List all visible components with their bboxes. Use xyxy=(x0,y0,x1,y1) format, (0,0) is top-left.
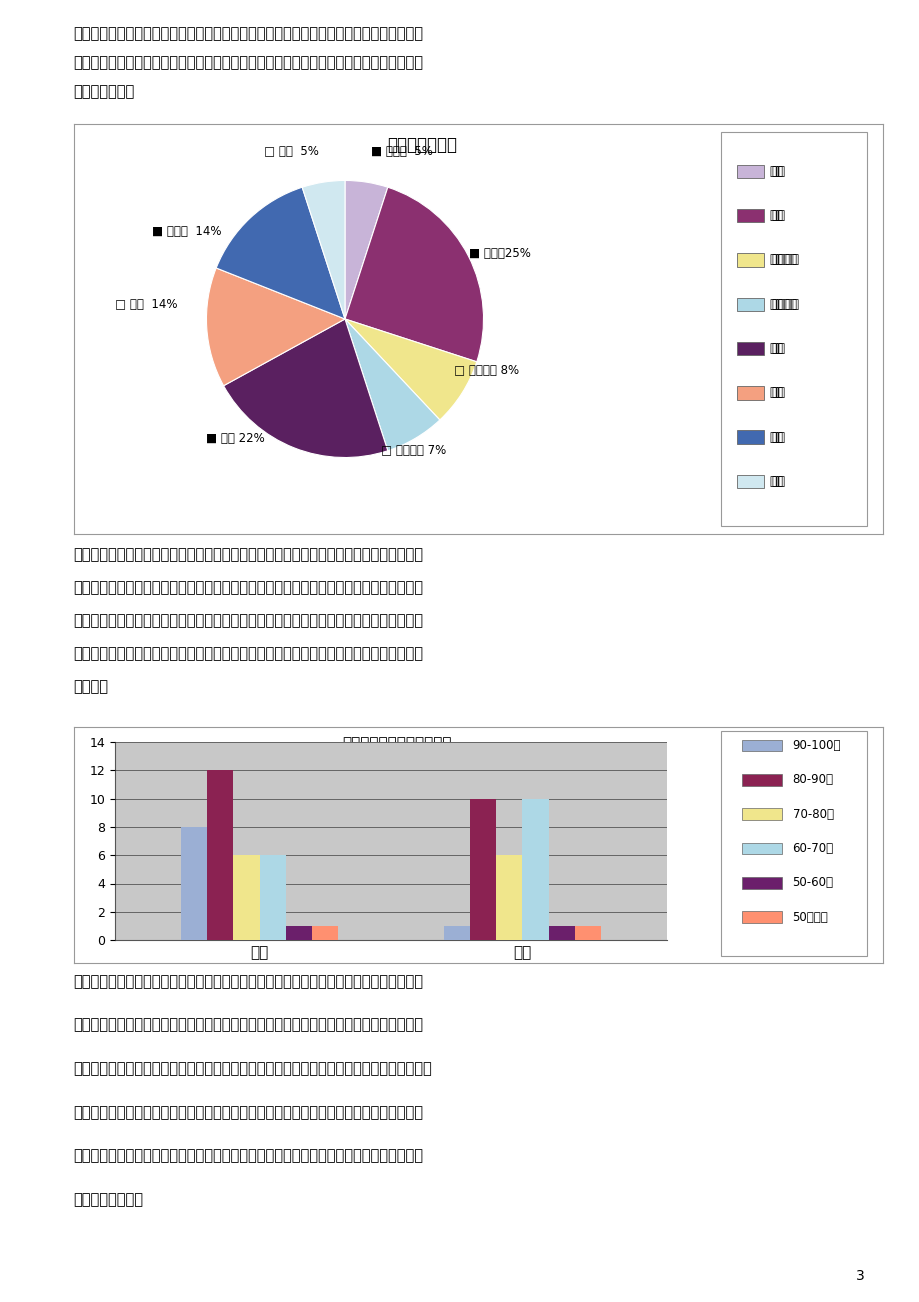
Text: 学校: 学校 xyxy=(769,210,783,223)
Bar xyxy=(233,855,259,940)
Text: 就业: 就业 xyxy=(771,342,785,355)
Bar xyxy=(737,298,763,311)
Bar xyxy=(737,431,763,444)
Text: 50分以下: 50分以下 xyxy=(791,911,827,924)
Text: 生的生存危机感很强，都为自己的发展前景有所担忧。很少同学为个人形象，健康，家庭，: 生的生存危机感很强，都为自己的发展前景有所担忧。很少同学为个人形象，健康，家庭， xyxy=(74,579,423,595)
Text: 经济: 经济 xyxy=(771,431,785,444)
Bar xyxy=(286,926,312,940)
Text: 健康: 健康 xyxy=(771,475,785,488)
Text: 生活丰富即可。: 生活丰富即可。 xyxy=(74,85,135,99)
Text: 力就好。: 力就好。 xyxy=(74,678,108,694)
Text: 个人形象: 个人形象 xyxy=(771,254,799,267)
Text: 家庭: 家庭 xyxy=(771,165,785,178)
Text: 分析：从表中我们可以发现：大学生不幸福的来源主要集中在学校与就业上。可见当今大学: 分析：从表中我们可以发现：大学生不幸福的来源主要集中在学校与就业上。可见当今大学 xyxy=(74,547,423,562)
Bar xyxy=(312,926,338,940)
Bar xyxy=(207,771,233,940)
Wedge shape xyxy=(206,268,345,385)
Text: 90-100分: 90-100分 xyxy=(791,740,840,753)
FancyBboxPatch shape xyxy=(720,132,866,526)
Bar xyxy=(737,387,763,400)
Wedge shape xyxy=(345,187,483,362)
Text: 60-70分: 60-70分 xyxy=(791,842,833,855)
Bar xyxy=(259,855,286,940)
Text: 为了更大的就业机会，难免会觉得不幸福。看来丰富的文化生活可以改善大学生的幸福状况，: 为了更大的就业机会，难免会觉得不幸福。看来丰富的文化生活可以改善大学生的幸福状况… xyxy=(74,1061,432,1077)
Wedge shape xyxy=(301,181,345,319)
Bar xyxy=(737,387,763,400)
Bar xyxy=(574,926,601,940)
Bar xyxy=(741,773,781,785)
Text: □ 个人形象 8%: □ 个人形象 8% xyxy=(454,363,519,376)
Text: □ 健康  5%: □ 健康 5% xyxy=(264,145,318,158)
Text: 就业: 就业 xyxy=(769,342,783,355)
Text: 同学关系: 同学关系 xyxy=(769,298,797,311)
Text: 家庭: 家庭 xyxy=(769,165,783,178)
Bar xyxy=(737,431,763,444)
Bar xyxy=(741,842,781,854)
Text: 由此看来，大学生恋爱与否与其主观幸福感并无最直接的关系。依各人情况而定。只要精神: 由此看来，大学生恋爱与否与其主观幸福感并无最直接的关系。依各人情况而定。只要精神 xyxy=(74,55,423,70)
Text: 朗，人际关系和谐。未雨绸缪是好事，但大学生也不要给自己背负太大的就业压力，只要尽: 朗，人际关系和谐。未雨绸缪是好事，但大学生也不要给自己背负太大的就业压力，只要尽 xyxy=(74,646,423,661)
Text: 同学关系: 同学关系 xyxy=(771,298,799,311)
Bar xyxy=(443,926,470,940)
Text: 3: 3 xyxy=(855,1269,864,1282)
Text: 分析：从表中我们可以发现，多数单身的同学幸福感最高。一部分恋爱中的同学也较幸福。: 分析：从表中我们可以发现，多数单身的同学幸福感最高。一部分恋爱中的同学也较幸福。 xyxy=(74,26,423,42)
Bar xyxy=(741,911,781,923)
Text: ■ 学校，25%: ■ 学校，25% xyxy=(469,247,530,260)
Text: □ 情感  14%: □ 情感 14% xyxy=(115,298,177,311)
Bar xyxy=(741,740,781,751)
Bar xyxy=(737,164,763,178)
Text: 同学关系所苦恼。看来我们大学生大多数都有自信的优点，健康的身体，家庭和谐，活泼开: 同学关系所苦恼。看来我们大学生大多数都有自信的优点，健康的身体，家庭和谐，活泼开 xyxy=(74,613,423,628)
Wedge shape xyxy=(216,187,345,319)
Text: ■ 家庭，  5%: ■ 家庭， 5% xyxy=(371,145,433,158)
Bar xyxy=(737,210,763,223)
Bar xyxy=(737,475,763,488)
Text: □ 同学关系 7%: □ 同学关系 7% xyxy=(381,444,447,457)
Text: 个人形象: 个人形象 xyxy=(769,254,797,267)
Bar xyxy=(741,809,781,820)
Bar xyxy=(737,342,763,355)
Bar xyxy=(522,798,548,940)
Text: 80-90分: 80-90分 xyxy=(791,773,833,786)
Text: 分析：从表中我们可以发现：文科的同学幸福指数较高。可能原因：理科生作业任务较为繁: 分析：从表中我们可以发现：文科的同学幸福指数较高。可能原因：理科生作业任务较为繁 xyxy=(74,974,423,990)
Text: ■ 经济，  14%: ■ 经济， 14% xyxy=(152,225,221,238)
Text: 情感: 情感 xyxy=(769,387,783,400)
Bar xyxy=(741,878,781,889)
Bar xyxy=(737,254,763,267)
Text: 的是最好的老师，大学生应该借鉴高考填志愿的教训，在以后的就业生涯中，要学会从自己: 的是最好的老师，大学生应该借鉴高考填志愿的教训，在以后的就业生涯中，要学会从自己 xyxy=(74,1148,423,1164)
Bar xyxy=(737,475,763,488)
Bar xyxy=(737,164,763,178)
Bar xyxy=(495,855,522,940)
Text: 健康: 健康 xyxy=(769,475,783,488)
Bar xyxy=(470,798,495,940)
Bar xyxy=(737,210,763,223)
Wedge shape xyxy=(345,181,388,319)
Text: 学校: 学校 xyxy=(771,210,785,223)
Wedge shape xyxy=(345,319,439,450)
Wedge shape xyxy=(345,319,476,421)
FancyBboxPatch shape xyxy=(720,732,866,957)
Bar xyxy=(180,827,207,940)
Text: 主观幸福感与文理科的关系: 主观幸福感与文理科的关系 xyxy=(342,736,452,751)
Bar xyxy=(737,254,763,267)
Bar xyxy=(548,926,574,940)
Text: 50-60分: 50-60分 xyxy=(791,876,833,889)
Text: 重，多埋头于理论研究，文化生活少。再加上很多学生选择理科专业并不是因为兴趣，而是: 重，多埋头于理论研究，文化生活少。再加上很多学生选择理科专业并不是因为兴趣，而是 xyxy=(74,1017,423,1032)
Bar xyxy=(737,342,763,355)
Text: 70-80分: 70-80分 xyxy=(791,807,833,820)
Text: 的内心做出选择。: 的内心做出选择。 xyxy=(74,1191,143,1207)
Text: 情感: 情感 xyxy=(771,387,785,400)
Wedge shape xyxy=(223,319,388,457)
Bar xyxy=(737,298,763,311)
Text: 大学生应积极地参加校内校外的各项文体活动，丰富课余生活，补充精神食粮。而且兴趣真: 大学生应积极地参加校内校外的各项文体活动，丰富课余生活，补充精神食粮。而且兴趣真 xyxy=(74,1104,423,1120)
Text: 经济: 经济 xyxy=(769,431,783,444)
Text: 不幸福感的来源: 不幸福感的来源 xyxy=(386,135,456,154)
Text: ■ 就业 22%: ■ 就业 22% xyxy=(206,432,265,445)
